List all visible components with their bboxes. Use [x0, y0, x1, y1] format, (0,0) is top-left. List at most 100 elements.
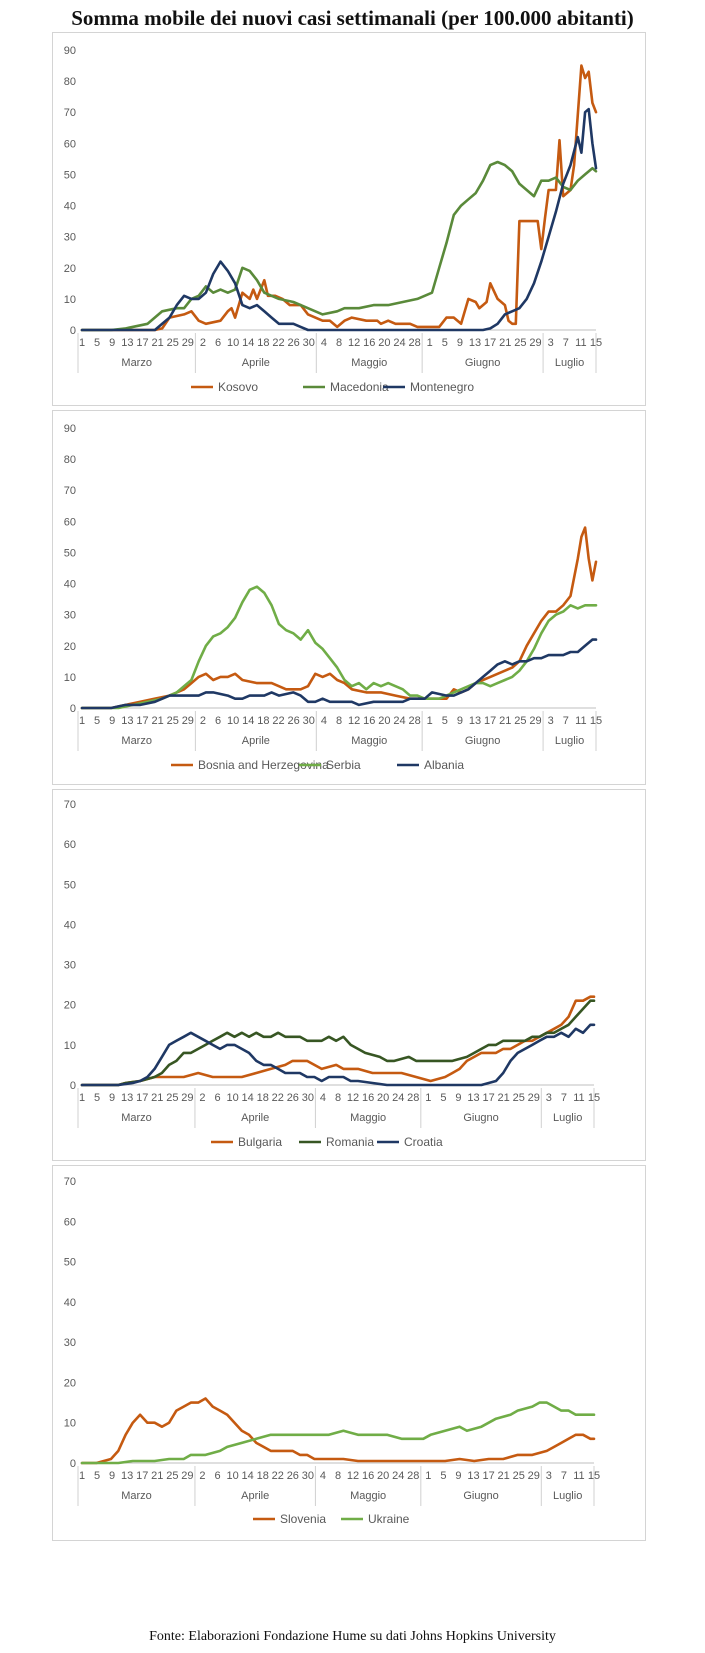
- x-tick-label: 13: [467, 1470, 479, 1482]
- x-tick-label: 20: [378, 337, 390, 349]
- y-tick-label: 20: [64, 641, 76, 653]
- x-tick-label: 18: [257, 1092, 269, 1104]
- x-tick-label: 9: [457, 715, 463, 727]
- x-tick-label: 17: [136, 337, 148, 349]
- y-tick-label: 30: [64, 610, 76, 622]
- x-tick-label: 5: [440, 1092, 446, 1104]
- x-tick-label: 2: [200, 715, 206, 727]
- x-tick-label: 13: [467, 1092, 479, 1104]
- x-tick-label: 17: [482, 1092, 494, 1104]
- x-tick-label: 20: [377, 1470, 389, 1482]
- y-tick-label: 40: [64, 201, 76, 213]
- x-tick-label: 9: [457, 337, 463, 349]
- x-tick-label: 1: [425, 1092, 431, 1104]
- x-tick-label: 9: [109, 1092, 115, 1104]
- x-tick-label: 7: [561, 1092, 567, 1104]
- x-tick-label: 17: [484, 337, 496, 349]
- y-tick-label: 0: [70, 1458, 76, 1470]
- x-tick-label: 6: [214, 1470, 220, 1482]
- y-tick-label: 0: [70, 703, 76, 715]
- y-tick-label: 30: [64, 232, 76, 244]
- x-tick-label: 5: [94, 1470, 100, 1482]
- month-label: Aprile: [241, 1490, 269, 1502]
- series-line-romania: [80, 999, 596, 1087]
- legend-label: Croatia: [404, 1135, 443, 1149]
- x-tick-label: 1: [79, 715, 85, 727]
- x-tick-label: 24: [393, 337, 405, 349]
- legend-label: Bosnia and Herzegovina: [198, 758, 329, 772]
- month-label: Luglio: [555, 735, 584, 747]
- x-tick-label: 5: [442, 715, 448, 727]
- x-tick-label: 11: [573, 1092, 584, 1104]
- x-tick-label: 13: [121, 1092, 133, 1104]
- x-tick-label: 30: [302, 1470, 314, 1482]
- legend-label: Kosovo: [218, 380, 258, 394]
- x-tick-label: 5: [440, 1470, 446, 1482]
- series-line-albania: [80, 638, 598, 710]
- x-tick-label: 21: [498, 1470, 510, 1482]
- y-tick-label: 70: [64, 485, 76, 497]
- y-tick-label: 60: [64, 138, 76, 150]
- y-tick-label: 40: [64, 919, 76, 931]
- x-tick-label: 8: [335, 1092, 341, 1104]
- x-tick-label: 10: [227, 337, 239, 349]
- x-tick-label: 28: [407, 1092, 419, 1104]
- x-tick-label: 16: [362, 1470, 374, 1482]
- x-tick-label: 22: [272, 1470, 284, 1482]
- x-tick-label: 2: [199, 1470, 205, 1482]
- month-label: Marzo: [121, 735, 152, 747]
- y-tick-label: 70: [64, 107, 76, 119]
- x-tick-label: 25: [167, 337, 179, 349]
- series-line-kosovo: [80, 64, 598, 332]
- x-tick-label: 25: [514, 337, 526, 349]
- x-tick-label: 10: [227, 715, 239, 727]
- y-tick-label: 10: [64, 672, 76, 684]
- x-tick-label: 28: [408, 337, 420, 349]
- month-label: Maggio: [350, 1490, 386, 1502]
- x-tick-label: 9: [109, 337, 115, 349]
- legend-label: Albania: [424, 758, 464, 772]
- x-tick-label: 14: [242, 337, 254, 349]
- x-tick-label: 26: [287, 1470, 299, 1482]
- x-tick-label: 25: [513, 1470, 525, 1482]
- x-tick-label: 2: [200, 337, 206, 349]
- series-line-slovenia: [80, 1397, 596, 1465]
- x-tick-label: 26: [288, 337, 300, 349]
- x-tick-label: 21: [499, 715, 511, 727]
- y-tick-label: 60: [64, 1216, 76, 1228]
- x-tick-label: 13: [469, 715, 481, 727]
- x-tick-label: 25: [513, 1092, 525, 1104]
- x-tick-label: 25: [514, 715, 526, 727]
- month-label: Marzo: [121, 1112, 152, 1124]
- month-label: Luglio: [553, 1490, 582, 1502]
- x-tick-label: 7: [563, 337, 569, 349]
- source-note: Fonte: Elaborazioni Fondazione Hume su d…: [149, 1629, 556, 1644]
- series-line-bosnia-and-herzegovina: [80, 526, 598, 710]
- y-tick-label: 50: [64, 879, 76, 891]
- x-tick-label: 16: [362, 1092, 374, 1104]
- x-tick-label: 2: [199, 1092, 205, 1104]
- x-tick-label: 13: [469, 337, 481, 349]
- chart-panel-2: 0 10 20 30 40 50 60 70 80 90 1 5 9 13 17 21 25 29 2 6 10 14 18…: [52, 410, 646, 785]
- x-tick-label: 29: [529, 715, 541, 727]
- x-tick-label: 9: [455, 1470, 461, 1482]
- series-line-macedonia: [80, 160, 598, 332]
- chart-panel-4: 0 10 20 30 40 50 60 70 1 5 9 13 17 21 25 29 2 6 10 14 18 22 26…: [52, 1165, 646, 1541]
- x-tick-label: 10: [226, 1470, 238, 1482]
- x-tick-label: 14: [242, 715, 254, 727]
- x-tick-label: 29: [182, 715, 194, 727]
- x-tick-label: 17: [136, 1470, 148, 1482]
- x-tick-label: 9: [109, 715, 115, 727]
- x-tick-label: 25: [166, 1092, 178, 1104]
- x-tick-label: 24: [393, 715, 405, 727]
- month-label: Maggio: [351, 357, 387, 369]
- x-tick-label: 21: [151, 337, 163, 349]
- month-label: Maggio: [351, 735, 387, 747]
- month-label: Maggio: [350, 1112, 386, 1124]
- y-tick-label: 0: [70, 325, 76, 337]
- x-tick-label: 3: [546, 1470, 552, 1482]
- series-line-ukraine: [80, 1401, 596, 1465]
- x-tick-label: 29: [528, 1470, 540, 1482]
- y-tick-label: 50: [64, 1257, 76, 1269]
